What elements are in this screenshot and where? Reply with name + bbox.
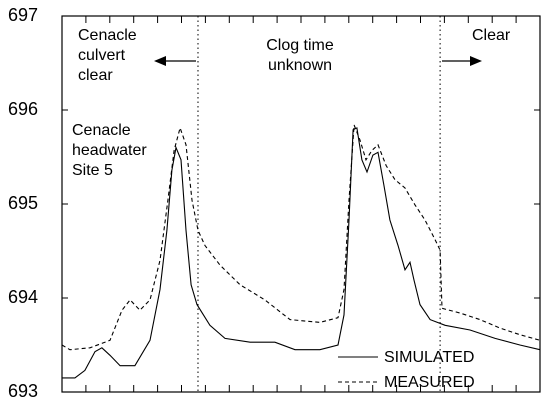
- annotation: Clog time: [266, 37, 334, 54]
- annotation: culvert: [78, 47, 126, 64]
- y-tick-label: 695: [8, 193, 38, 213]
- annotation: Cenacle: [72, 122, 131, 139]
- y-tick-label: 696: [8, 99, 38, 119]
- annotation: Cenacle: [78, 27, 137, 44]
- y-tick-label: 694: [8, 287, 38, 307]
- series-line: [61, 124, 541, 351]
- legend-label: SIMULATED: [384, 349, 474, 366]
- annotation-arrows: [154, 56, 482, 66]
- annotation: clear: [78, 67, 113, 84]
- legend-label: MEASURED: [384, 374, 475, 391]
- annotation: headwater: [72, 142, 147, 159]
- annotation: Clear: [472, 27, 511, 44]
- annotation: unknown: [268, 57, 332, 74]
- series-line: [62, 127, 541, 379]
- y-tick-label: 693: [8, 381, 38, 401]
- y-tick-label: 697: [8, 5, 38, 25]
- annotation: Site 5: [72, 162, 113, 179]
